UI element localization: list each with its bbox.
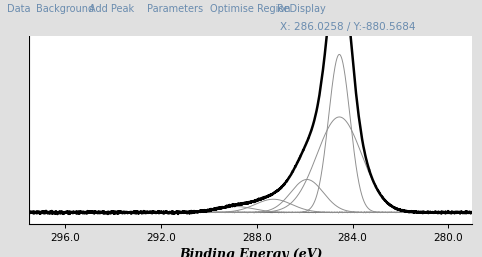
Text: Data: Data [7, 4, 31, 14]
Text: Add Peak: Add Peak [89, 4, 134, 14]
Text: X: 286.0258 / Y:-880.5684: X: 286.0258 / Y:-880.5684 [280, 22, 415, 32]
Text: ReDisplay: ReDisplay [277, 4, 326, 14]
Text: Background: Background [36, 4, 94, 14]
X-axis label: Binding Energy (eV): Binding Energy (eV) [179, 248, 322, 257]
Text: Parameters: Parameters [147, 4, 203, 14]
Text: Optimise Region: Optimise Region [210, 4, 290, 14]
